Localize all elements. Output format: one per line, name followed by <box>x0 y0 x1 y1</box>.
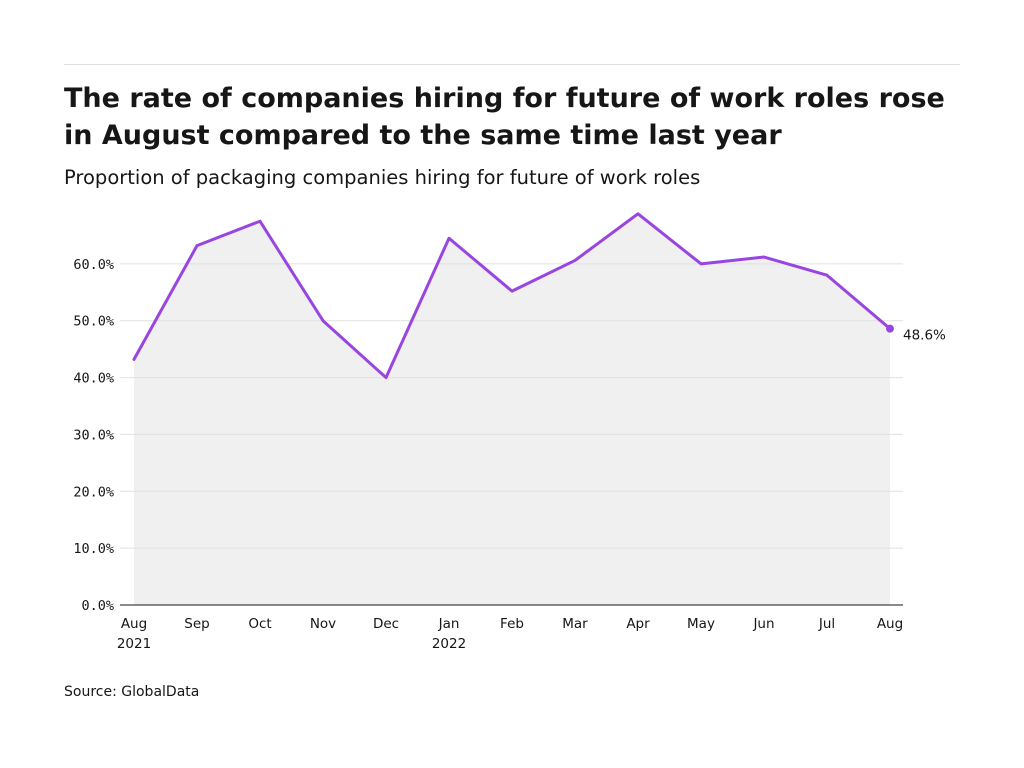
y-tick-label: 30.0% <box>73 427 114 443</box>
series-line <box>132 212 892 380</box>
x-tick-label: 2022 <box>432 636 466 652</box>
x-tick-label: Aug <box>877 616 903 632</box>
chart-title: The rate of companies hiring for future … <box>64 83 945 151</box>
end-value-label: 48.6% <box>903 328 946 344</box>
y-tick-label: 10.0% <box>73 541 114 557</box>
x-tick-label: Jun <box>752 616 774 632</box>
x-tick-label: Aug <box>121 616 147 632</box>
x-tick-label: Dec <box>373 616 399 632</box>
x-tick-label: Feb <box>500 616 524 632</box>
source-note: Source: GlobalData <box>64 684 200 700</box>
end-point <box>886 324 894 333</box>
y-tick-label: 40.0% <box>73 371 114 387</box>
x-tick-label: May <box>687 616 715 632</box>
top-rule <box>64 64 960 65</box>
x-tick-label: Nov <box>310 616 336 632</box>
y-tick-label: 20.0% <box>73 484 114 500</box>
y-tick-label: 50.0% <box>73 314 114 330</box>
x-tick-label: Jul <box>818 616 835 632</box>
y-tick-label: 0.0% <box>81 598 114 614</box>
chart-subtitle: Proportion of packaging companies hiring… <box>64 166 701 189</box>
x-tick-label: Apr <box>626 616 650 632</box>
x-tick-label: Jan <box>438 616 460 632</box>
area-fill <box>134 213 890 605</box>
x-tick-label: 2021 <box>117 636 151 652</box>
y-tick-label: 60.0% <box>73 257 114 273</box>
x-tick-label: Oct <box>248 616 271 632</box>
x-tick-label: Mar <box>562 616 588 632</box>
x-tick-label: Sep <box>184 616 209 632</box>
